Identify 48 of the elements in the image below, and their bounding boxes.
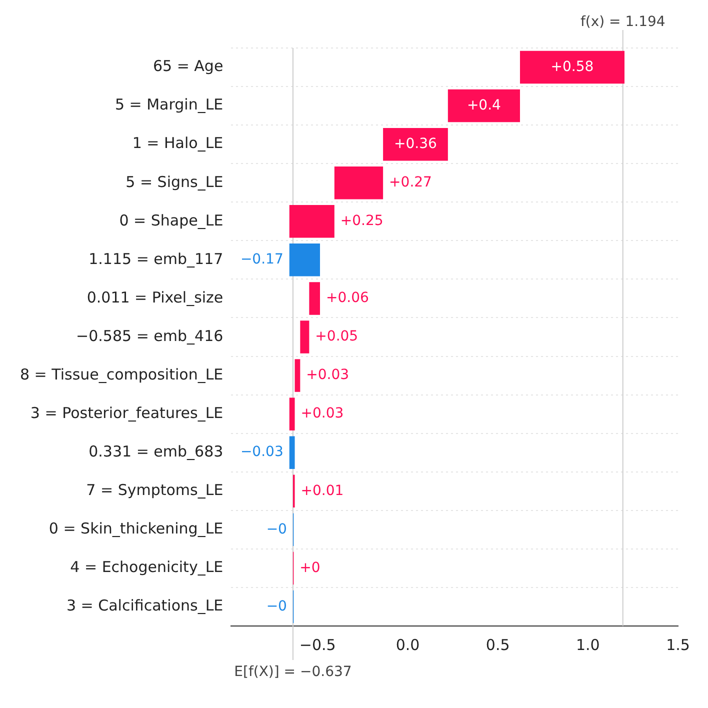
- y-tick-label: 0 = Skin_thickening_LE: [48, 520, 224, 538]
- data-label: +0.03: [306, 367, 350, 384]
- bar: [294, 359, 300, 392]
- bar: [289, 398, 295, 430]
- bar: [448, 89, 520, 122]
- data-label: −0.17: [240, 252, 284, 268]
- bar: [520, 50, 624, 84]
- data-label: +0.25: [340, 213, 384, 230]
- bar: [383, 128, 448, 161]
- y-tick-label: 7 = Symptoms_LE: [86, 481, 224, 500]
- y-tick-label: −0.585 = emb_416: [76, 326, 224, 345]
- bar: [309, 282, 320, 315]
- x-tick-label: 1.5: [666, 636, 690, 654]
- data-label: +0.27: [389, 174, 432, 191]
- bar: [289, 205, 334, 238]
- y-tick-label: 3 = Calcifications_LE: [66, 596, 224, 615]
- y-tick-label: 0 = Shape_LE: [119, 211, 224, 230]
- bar: [289, 436, 295, 469]
- data-label: −0: [266, 521, 287, 538]
- bar: [334, 166, 384, 200]
- data-label: +0.05: [315, 328, 358, 345]
- bar: [300, 320, 310, 354]
- y-tick-label: 8 = Tissue_composition_LE: [20, 365, 224, 384]
- y-tick-label: 0.331 = emb_683: [88, 442, 224, 460]
- x-tick-label: 0.5: [486, 636, 510, 654]
- ref-line-label: E[f(X)] = −0.637: [234, 664, 352, 680]
- data-label: −0: [266, 598, 287, 614]
- y-tick-label: 5 = Signs_LE: [126, 172, 224, 191]
- data-label: +0.06: [326, 290, 369, 306]
- data-label: +0.01: [300, 482, 344, 499]
- data-label: +0.58: [550, 58, 594, 75]
- data-label: −0.03: [240, 444, 284, 460]
- y-tick-label: 1.115 = emb_117: [88, 250, 224, 268]
- x-tick-label: −0.5: [299, 636, 336, 654]
- bar: [289, 244, 320, 276]
- x-tick-label: 0.0: [396, 636, 420, 654]
- y-tick-label: 3 = Posterior_features_LE: [30, 404, 224, 422]
- y-tick-label: 0.011 = Pixel_size: [86, 288, 224, 306]
- y-tick-label: 65 = Age: [152, 57, 224, 76]
- data-label: +0.36: [394, 136, 438, 152]
- data-label: +0.03: [300, 406, 344, 422]
- ref-line-label: f(x) = 1.194: [580, 14, 666, 30]
- x-tick-label: 1.0: [576, 636, 600, 654]
- data-label: +0: [300, 560, 320, 576]
- y-tick-label: 5 = Margin_LE: [114, 96, 224, 114]
- y-tick-label: 1 = Halo_LE: [132, 134, 224, 152]
- data-label: +0.4: [466, 97, 502, 114]
- y-tick-label: 4 = Echogenicity_LE: [70, 558, 224, 576]
